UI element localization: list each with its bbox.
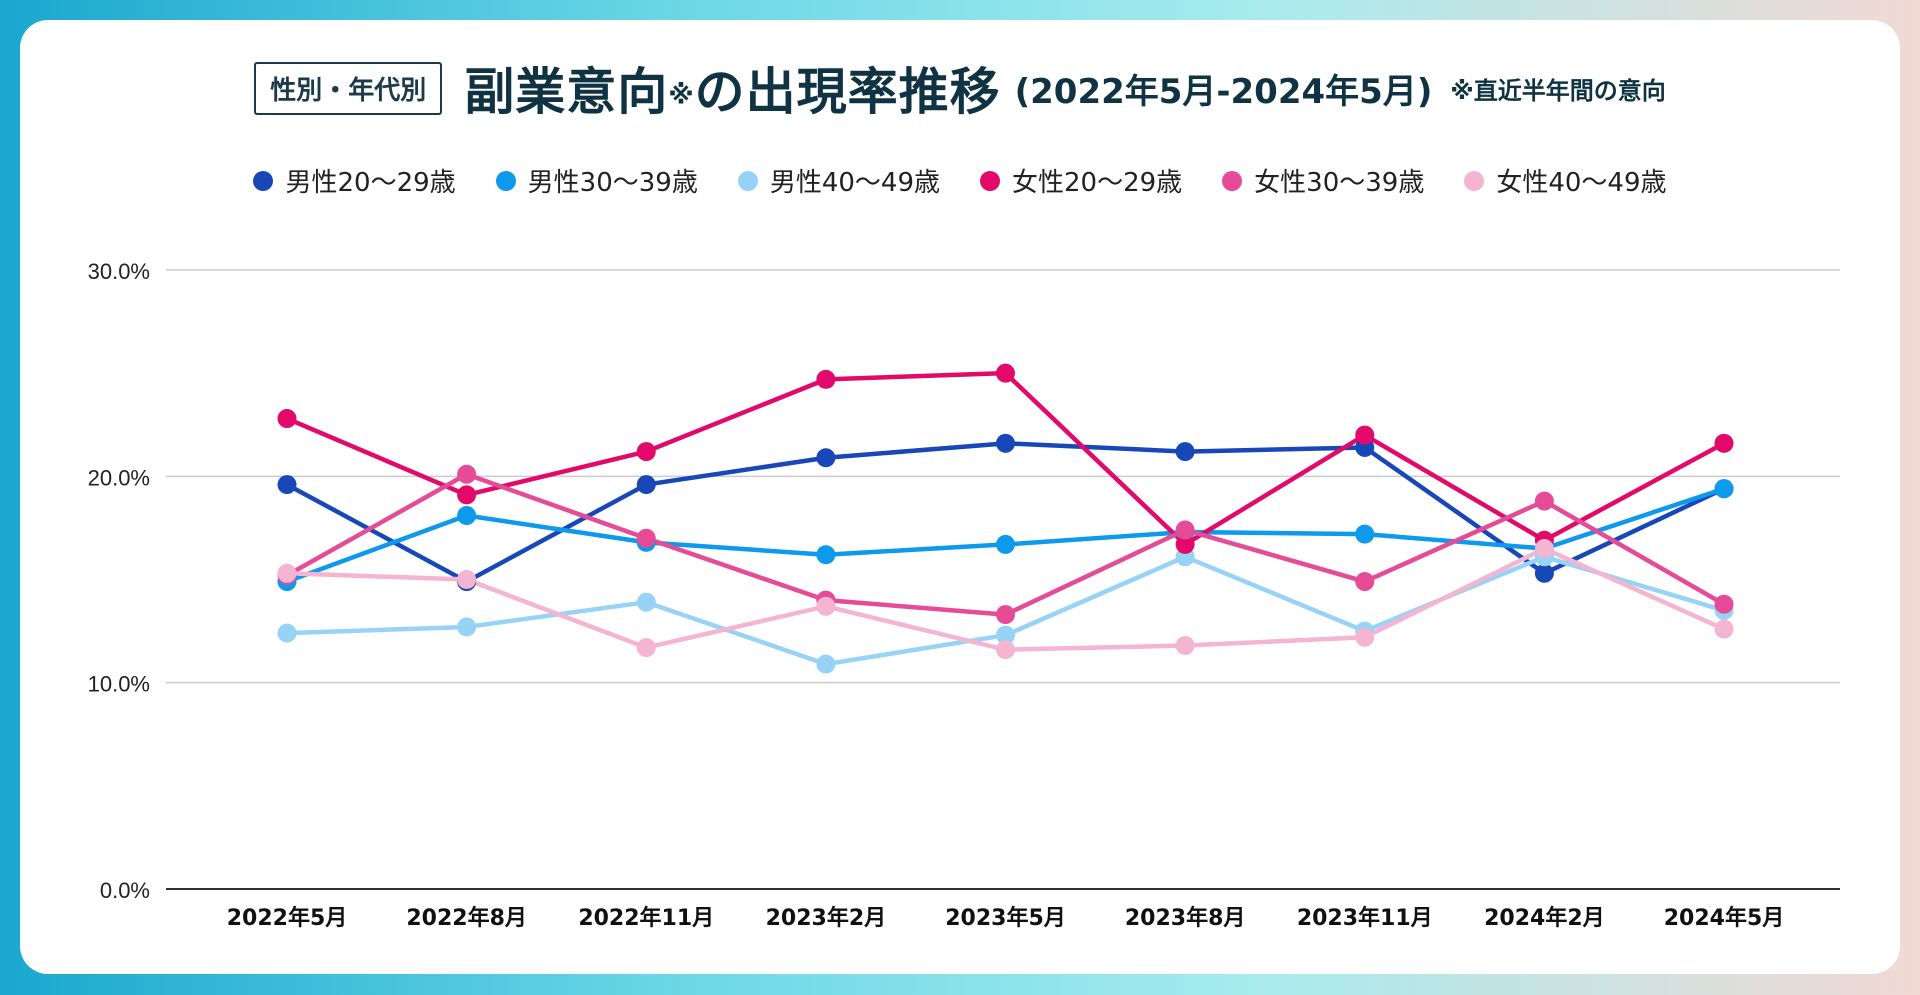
- data-point: [636, 638, 656, 658]
- legend-item: 男性20〜29歳: [253, 162, 456, 199]
- legend-marker: [495, 170, 516, 191]
- category-tag: 性別・年代別: [254, 61, 443, 115]
- data-point: [457, 485, 477, 505]
- data-point: [636, 442, 656, 462]
- legend-marker: [737, 170, 758, 191]
- legend-item: 女性20〜29歳: [980, 162, 1182, 199]
- data-point: [1355, 627, 1375, 647]
- data-point: [1175, 520, 1195, 540]
- data-point: [1534, 491, 1554, 511]
- title-text: 副業意向: [464, 63, 669, 121]
- data-point: [996, 534, 1015, 554]
- data-point: [1175, 636, 1195, 656]
- title-note-mark: ※: [668, 80, 695, 111]
- title-period: (2022年5月-2024年5月): [1014, 71, 1433, 112]
- y-tick-label: 0.0%: [100, 878, 150, 903]
- data-point: [457, 506, 477, 526]
- title-text-rest: の出現率推移: [694, 63, 1001, 121]
- data-point: [816, 596, 836, 616]
- data-point: [1355, 524, 1375, 544]
- data-point: [277, 475, 297, 495]
- legend-label: 女性30〜39歳: [1254, 168, 1425, 198]
- legend-marker: [980, 170, 1000, 191]
- data-point: [1534, 539, 1554, 559]
- legend-label: 女性40〜49歳: [1496, 168, 1667, 198]
- data-point: [816, 654, 836, 674]
- y-tick-label: 20.0%: [88, 465, 150, 490]
- data-point: [1355, 425, 1375, 445]
- x-tick-label: 2024年2月: [1484, 905, 1605, 931]
- x-tick-label: 2023年11月: [1297, 905, 1433, 931]
- data-point: [996, 640, 1015, 660]
- data-point: [457, 570, 477, 589]
- x-tick-label: 2022年5月: [227, 905, 348, 931]
- data-point: [277, 623, 297, 643]
- data-point: [996, 605, 1015, 625]
- legend-item: 男性30〜39歳: [495, 162, 698, 199]
- data-point: [1714, 433, 1734, 453]
- legend-label: 女性20〜29歳: [1012, 168, 1183, 198]
- chart-legend: 男性20〜29歳 男性30〜39歳 男性40〜49歳 女性20〜29歳 女性30〜39歳…: [0, 162, 1920, 199]
- series-line: [284, 441, 1727, 584]
- data-point: [1714, 479, 1734, 499]
- data-point: [636, 592, 656, 612]
- legend-item: 男性40〜49歳: [737, 162, 940, 199]
- title-subnote: ※直近半年間の意向: [1450, 76, 1666, 105]
- legend-label: 男性20〜29歳: [285, 168, 456, 198]
- data-point: [1355, 572, 1375, 592]
- data-point: [1534, 563, 1554, 583]
- data-point: [277, 563, 297, 583]
- data-point: [457, 464, 477, 484]
- data-point: [457, 617, 477, 637]
- x-tick-label: 2023年8月: [1125, 905, 1246, 931]
- data-point: [636, 528, 656, 548]
- legend-label: 男性40〜49歳: [769, 168, 940, 198]
- y-tick-label: 10.0%: [88, 672, 150, 697]
- data-point: [277, 409, 297, 429]
- legend-item: 女性40〜49歳: [1464, 162, 1667, 199]
- legend-marker: [253, 170, 274, 191]
- x-tick-label: 2023年2月: [766, 905, 887, 931]
- legend-item: 女性30〜39歳: [1222, 162, 1424, 199]
- chart-header: 性別・年代別 副業意向※の出現率推移 (2022年5月-2024年5月) ※直近…: [0, 52, 1920, 124]
- data-point: [816, 545, 836, 565]
- data-point: [1175, 534, 1195, 554]
- page-title: 副業意向※の出現率推移: [464, 52, 1000, 124]
- data-point: [1175, 442, 1195, 462]
- data-point: [816, 369, 836, 389]
- x-tick-label: 2024年5月: [1664, 905, 1785, 931]
- x-tick-label: 2023年5月: [945, 905, 1066, 931]
- data-point: [636, 475, 656, 495]
- legend-marker: [1464, 170, 1485, 191]
- data-point: [1714, 594, 1734, 614]
- data-point: [1714, 619, 1734, 639]
- chart-card: [20, 20, 1900, 974]
- data-point: [996, 625, 1015, 645]
- data-point: [996, 363, 1015, 383]
- y-tick-label: 30.0%: [88, 259, 150, 284]
- x-tick-label: 2022年8月: [406, 905, 527, 931]
- legend-marker: [1222, 170, 1243, 191]
- data-point: [816, 448, 836, 468]
- x-tick-label: 2022年11月: [578, 905, 714, 931]
- data-point: [996, 433, 1015, 453]
- legend-label: 男性30〜39歳: [527, 168, 698, 198]
